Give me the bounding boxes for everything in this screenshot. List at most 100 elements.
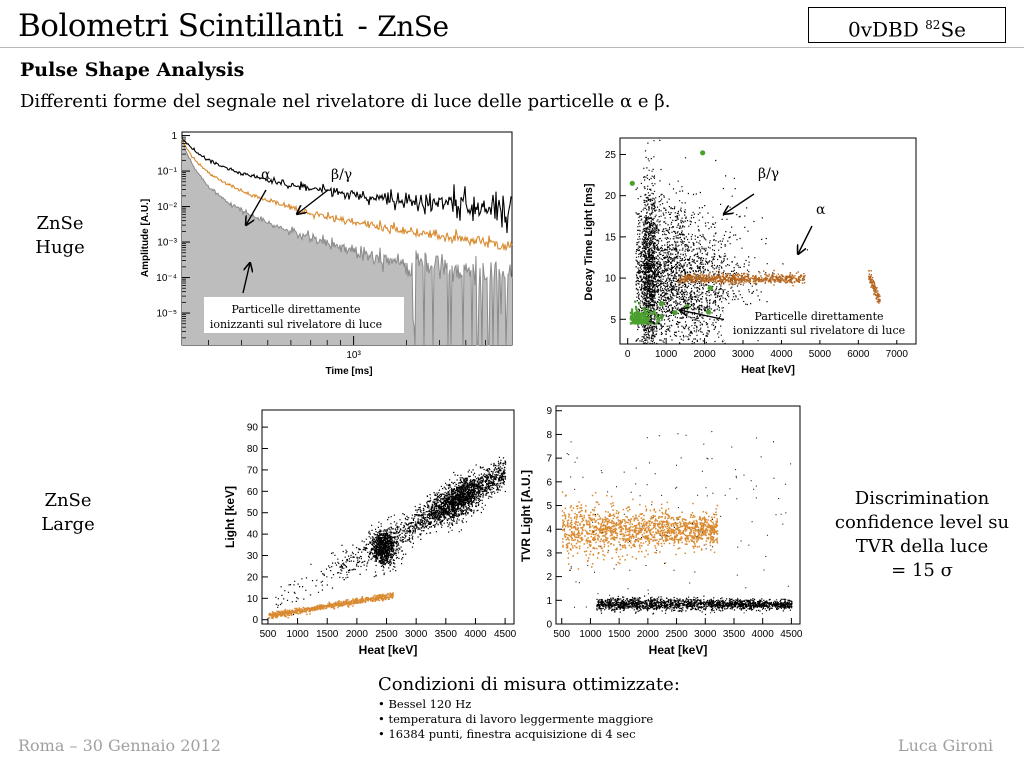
grey-series-line [181, 138, 513, 346]
y-axis-label: Amplitude [A.U.] [140, 199, 151, 277]
y-axis-label: TVR Light [A.U.] [519, 470, 533, 562]
direct-outlier-point [658, 301, 665, 307]
x-tick-label: 4500 [494, 629, 517, 640]
beta-gamma-annotation: β/γ [758, 166, 779, 182]
y-tick-label: 30 [247, 551, 259, 562]
y-tick-label: 25 [605, 150, 617, 161]
x-tick-label: 1000 [655, 349, 678, 360]
znse-large-line1: ZnSe [44, 490, 92, 511]
direct-outlier-point [700, 150, 706, 156]
conditions-item: temperatura di lavoro leggermente maggio… [378, 712, 653, 727]
znse-large-label: ZnSe Large [26, 489, 110, 537]
x-tick-label: 500 [260, 629, 277, 640]
x-tick-label: 500 [553, 629, 570, 640]
conditions-item: Bessel 120 Hz [378, 697, 653, 712]
x-tick-label: 4000 [464, 629, 487, 640]
x-tick-label: 4500 [780, 629, 803, 640]
znse-huge-label: ZnSe Huge [18, 212, 102, 260]
discrimination-line4: = 15 σ [891, 560, 953, 581]
y-tick-label: 7 [546, 454, 552, 465]
x-tick-label: 10³ [346, 350, 361, 361]
y-tick-label: 20 [247, 572, 259, 583]
y-tick-label: 4 [546, 525, 552, 536]
y-tick-label: 60 [247, 487, 259, 498]
y-tick-label: 0 [252, 615, 258, 626]
alpha-band-points [561, 491, 719, 571]
x-tick-label: 1000 [286, 629, 309, 640]
tag-prefix: 0vDBD [848, 17, 926, 42]
znse-large-line2: Large [41, 514, 95, 535]
beta-gamma-arrow [724, 193, 755, 214]
beta-gamma-core-points [643, 140, 656, 345]
x-tick-label: 3500 [435, 629, 458, 640]
plot-frame [261, 409, 515, 625]
conditions-item: 16384 punti, finestra acquisizione di 4 … [378, 727, 653, 742]
y-tick-label: 1 [171, 131, 177, 142]
y-axis-label: Decay Time Light [ms] [583, 183, 595, 300]
y-tick-label: 3 [546, 548, 552, 559]
x-tick-label: 1500 [608, 629, 631, 640]
y-tick-label: 10 [605, 274, 617, 285]
direct-arrow [680, 310, 727, 321]
direct-annotation-line2: ionizzanti sul rivelatore di luce [733, 324, 905, 337]
y-axis-label: Light [keV] [223, 486, 237, 548]
grey-area-fill [182, 138, 512, 345]
x-axis-label: Heat [keV] [649, 643, 708, 657]
section-title: Pulse Shape Analysis [20, 59, 245, 81]
x-tick-label: 2000 [637, 629, 660, 640]
x-tick-label: 2000 [346, 629, 369, 640]
direct-arrow [242, 263, 250, 294]
tag-superscript: 82 [925, 18, 941, 32]
direct-annotation-line1: Particelle direttamente [754, 310, 883, 323]
x-tick-label: 1500 [316, 629, 339, 640]
direct-outlier-point [707, 285, 713, 291]
y-tick-label: 40 [247, 530, 259, 541]
y-tick-label: 90 [247, 423, 259, 434]
direct-annotation-line1: Particelle direttamente [231, 303, 360, 316]
x-tick-label: 0 [625, 349, 631, 360]
y-tick-label: 80 [247, 444, 259, 455]
tvr-light-chart: 500 1000 1500 2000 2500 3000 3500 4000 4500 0 1 2 3 4… [516, 398, 806, 666]
x-tick-label: 2500 [665, 629, 688, 640]
alpha-annotation: α [261, 167, 271, 183]
discrimination-line2: confidence level su [834, 512, 1010, 533]
peak-cluster-points [362, 516, 407, 578]
beta-gamma-annotation: β/γ [331, 167, 352, 183]
x-tick-label: 2000 [693, 349, 716, 360]
x-tick-label: 6000 [847, 349, 870, 360]
x-tick-label: 7000 [886, 349, 909, 360]
y-tick-label: 10⁻¹ [157, 167, 177, 178]
y-tick-label: 10⁻⁵ [156, 309, 177, 320]
footer-author: Luca Gironi [898, 736, 994, 755]
annotation-backdrop [204, 297, 404, 333]
direct-outlier-point [705, 309, 712, 315]
y-tick-label: 1 [546, 596, 552, 607]
alpha-annotation: α [816, 202, 826, 218]
x-tick-label: 3000 [405, 629, 428, 640]
y-tick-label: 10⁻³ [157, 238, 177, 249]
y-tick-label: 5 [546, 501, 552, 512]
y-tick-label: 10⁻⁴ [156, 273, 177, 284]
direct-outlier-point [672, 310, 678, 316]
y-tick-label: 6 [546, 477, 552, 488]
beta-gamma-band-points [596, 595, 793, 616]
y-tick-label: 9 [546, 406, 552, 417]
x-axis-label: Heat [keV] [359, 643, 418, 657]
header-divider [0, 47, 1024, 48]
x-tick-label: 5000 [809, 349, 832, 360]
title-subtitle: ZnSe [377, 10, 449, 43]
annotation-backdrop [724, 306, 914, 340]
y-tick-label: 70 [247, 465, 259, 476]
x-tick-label: 4000 [752, 629, 775, 640]
slide-title: Bolometri Scintillanti - ZnSe [18, 8, 449, 44]
direct-points [629, 300, 664, 325]
alpha-points [677, 269, 806, 288]
pulse-shape-chart: 1 10⁻¹ 10⁻² 10⁻³ 10⁻⁴ 10⁻⁵ 10³ Amplitude [A.U.… [134, 128, 518, 384]
y-tick-label: 50 [247, 508, 259, 519]
x-tick-label: 1000 [579, 629, 602, 640]
tag-suffix: Se [940, 17, 966, 42]
alpha-series-line [181, 138, 513, 252]
footer-date: Roma – 30 Gennaio 2012 [18, 736, 221, 755]
y-tick-label: 10⁻² [157, 202, 177, 213]
x-tick-label: 3500 [723, 629, 746, 640]
